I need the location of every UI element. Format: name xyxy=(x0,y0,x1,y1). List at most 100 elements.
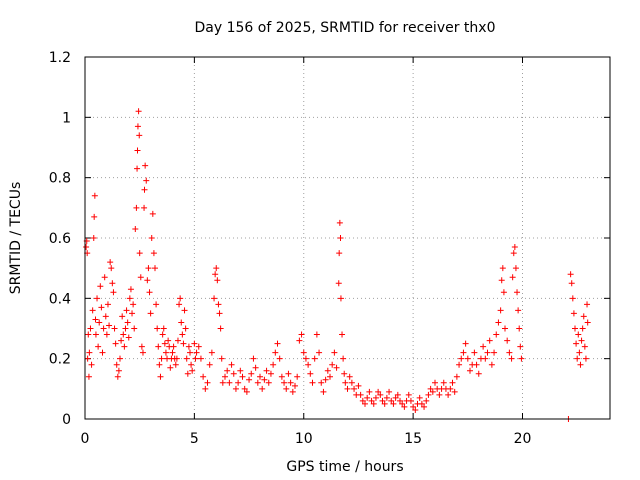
data-point xyxy=(89,307,96,314)
data-point xyxy=(117,355,123,362)
data-point xyxy=(248,370,255,377)
data-point xyxy=(366,388,373,395)
data-point xyxy=(97,283,104,290)
data-point xyxy=(313,331,320,338)
data-point xyxy=(342,379,349,386)
data-point xyxy=(119,313,126,320)
data-point xyxy=(514,289,521,296)
data-point xyxy=(124,319,131,326)
data-point xyxy=(187,349,193,356)
data-point xyxy=(348,379,355,386)
data-point xyxy=(246,376,253,383)
data-point xyxy=(272,349,279,356)
data-point xyxy=(154,325,161,332)
data-point xyxy=(243,388,250,395)
data-point xyxy=(292,382,298,389)
data-point xyxy=(504,337,511,344)
data-point xyxy=(133,204,140,211)
data-point xyxy=(493,331,500,338)
data-point xyxy=(202,385,209,392)
data-point xyxy=(184,370,191,377)
data-point xyxy=(125,334,132,341)
data-point xyxy=(257,373,263,380)
data-point xyxy=(250,355,257,362)
data-point xyxy=(423,397,430,404)
data-point xyxy=(336,250,343,257)
data-point xyxy=(335,280,342,287)
data-point xyxy=(259,385,266,392)
data-point xyxy=(83,244,90,251)
y-tick-label: 0 xyxy=(62,412,71,428)
data-point xyxy=(134,123,141,130)
data-point xyxy=(388,397,395,404)
data-point xyxy=(146,289,153,296)
x-tick-label: 0 xyxy=(81,431,90,447)
data-point xyxy=(333,364,340,371)
data-point xyxy=(339,331,346,338)
data-point xyxy=(518,355,525,362)
data-point xyxy=(572,325,578,332)
data-point xyxy=(300,349,307,356)
data-point xyxy=(136,132,143,139)
data-point xyxy=(107,259,114,266)
data-point xyxy=(451,388,458,395)
data-point xyxy=(575,331,582,338)
data-point xyxy=(261,376,268,383)
data-point xyxy=(370,400,377,407)
data-point xyxy=(429,388,436,395)
data-point xyxy=(447,385,454,392)
data-point xyxy=(337,235,344,241)
data-point xyxy=(267,370,274,377)
data-point xyxy=(578,337,585,344)
data-point xyxy=(145,265,152,272)
data-point xyxy=(214,277,221,284)
data-point xyxy=(491,349,498,356)
data-point xyxy=(218,355,225,362)
data-point xyxy=(160,325,167,332)
data-point xyxy=(193,349,200,356)
data-point xyxy=(362,400,368,407)
data-point xyxy=(114,373,121,380)
data-point xyxy=(138,343,145,350)
data-point xyxy=(456,361,463,368)
data-point xyxy=(418,400,425,407)
data-point xyxy=(134,165,141,172)
data-point xyxy=(165,337,172,344)
data-point xyxy=(436,391,443,398)
data-point xyxy=(407,397,414,404)
data-point xyxy=(219,379,226,386)
data-point xyxy=(217,325,224,332)
data-point xyxy=(131,325,138,332)
data-point xyxy=(394,391,401,398)
data-point xyxy=(311,355,318,362)
data-point xyxy=(381,400,388,407)
data-point xyxy=(98,304,105,311)
data-point xyxy=(121,343,128,350)
data-point xyxy=(567,271,574,278)
data-point xyxy=(307,370,314,377)
x-tick-label: 10 xyxy=(295,431,313,447)
data-points xyxy=(83,108,591,422)
data-point xyxy=(159,331,166,338)
data-point xyxy=(92,316,99,323)
y-axis-label: SRMTID / TECUs xyxy=(8,182,24,295)
y-tick-label: 1.2 xyxy=(49,50,71,66)
x-tick-label: 5 xyxy=(190,431,199,447)
data-point xyxy=(212,271,219,278)
data-point xyxy=(92,331,99,338)
data-point xyxy=(96,319,103,326)
data-point xyxy=(392,394,399,401)
data-point xyxy=(298,331,305,338)
data-point xyxy=(340,355,347,362)
data-point xyxy=(104,301,111,308)
data-point xyxy=(416,394,423,401)
data-point xyxy=(112,340,119,347)
data-point xyxy=(512,265,519,272)
data-point xyxy=(120,331,127,338)
data-point xyxy=(473,361,480,368)
data-point xyxy=(421,403,428,410)
data-point xyxy=(90,235,97,241)
data-point xyxy=(357,391,364,398)
data-point xyxy=(346,373,353,380)
data-point xyxy=(139,349,146,356)
